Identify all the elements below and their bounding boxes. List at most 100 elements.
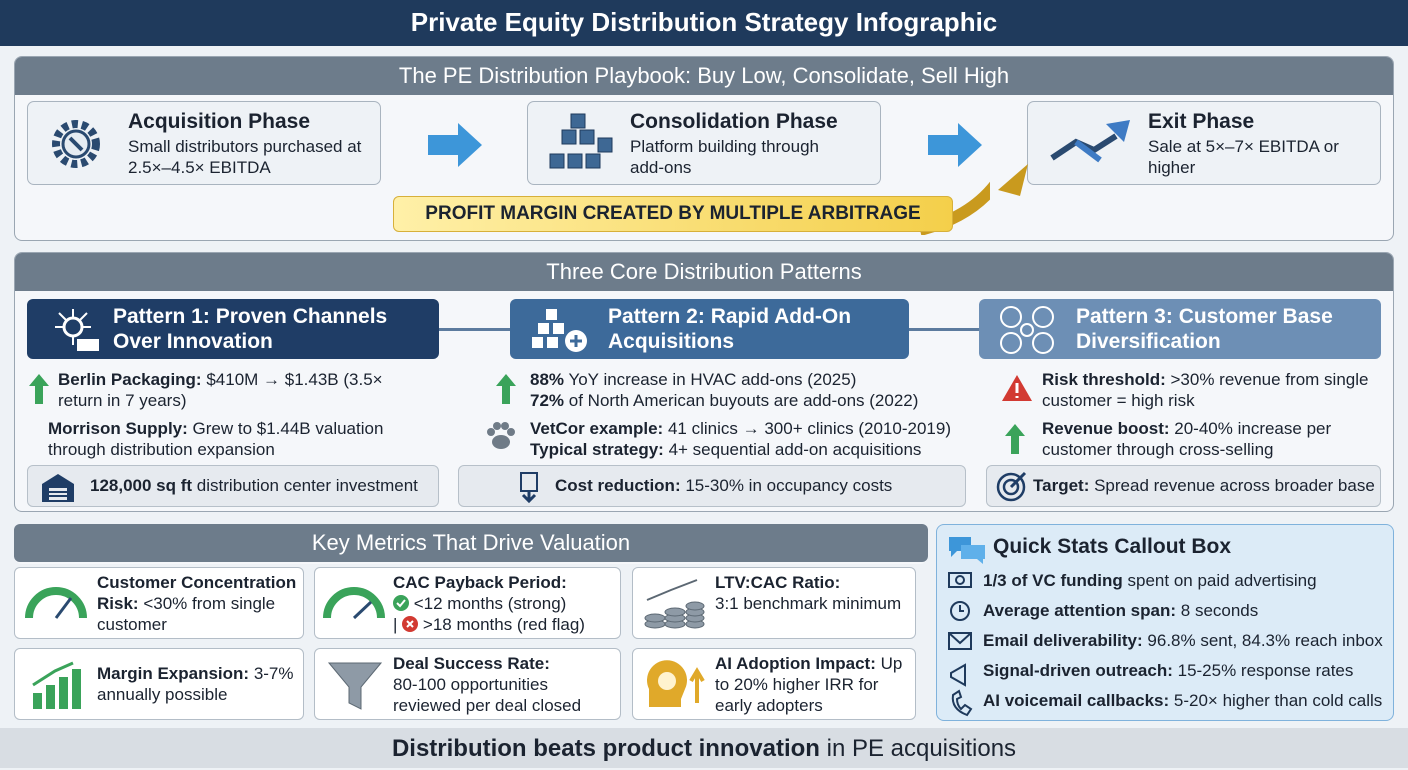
network-icon	[55, 309, 99, 351]
stat-label: AI voicemail callbacks:	[983, 691, 1170, 710]
metric-label: Deal Success Rate:	[393, 654, 550, 673]
metric-card: AI Adoption Impact: Up to 20% higher IRR…	[632, 648, 916, 720]
warehouse-icon	[42, 474, 74, 502]
point-text: YoY increase in HVAC add-ons (2025)	[568, 370, 857, 389]
metric-separator: |	[393, 615, 398, 634]
metric-text: 80-100 opportunities reviewed per deal c…	[393, 675, 582, 715]
pattern-point: VetCor example: 41 clinics → 300+ clinic…	[530, 418, 960, 439]
pattern-title: Pattern 1: Proven Channels Over Innovati…	[113, 305, 388, 353]
pattern-point: Revenue boost: 20-40% increase per custo…	[1042, 418, 1362, 460]
point-label: Morrison Supply:	[48, 419, 188, 438]
curve-arrow-head	[998, 164, 1028, 196]
paw-icon	[487, 422, 515, 449]
point-text: Grew to $1.44B valuation through distrib…	[48, 419, 384, 459]
metric-good: <12 months (strong)	[413, 594, 567, 613]
footer-text: Spread revenue across broader base	[1094, 476, 1375, 495]
up-arrow-icon	[1005, 424, 1025, 454]
stat-text: 5-20× higher than cold calls	[1173, 691, 1383, 710]
phase-title: Exit Phase	[1148, 110, 1255, 133]
footer-label: Cost reduction:	[555, 476, 681, 495]
quick-stats-title: Quick Stats Callout Box	[993, 535, 1232, 558]
point-text: of North American buyouts are add-ons (2…	[568, 391, 919, 410]
pattern-title: Pattern 3: Customer Base Diversification	[1076, 305, 1333, 353]
stat-item: Average attention span: 8 seconds	[983, 600, 1258, 622]
metric-card: Deal Success Rate: 80-100 opportunities r…	[314, 648, 621, 720]
handshake-icon	[1050, 120, 1130, 163]
pattern-title: Pattern 2: Rapid Add-On Acquisitions	[608, 305, 852, 353]
metric-card: Margin Expansion: 3-7% annually possible	[14, 648, 304, 720]
phase-title: Acquisition Phase	[128, 110, 311, 133]
patterns-title: Three Core Distribution Patterns	[15, 253, 1393, 291]
stat-item: Signal-driven outreach: 15-25% response …	[983, 660, 1353, 682]
add-on-icon	[532, 309, 587, 352]
gear-icon	[52, 120, 100, 168]
metrics-band-wrap: Key Metrics That Drive Valuation	[14, 524, 928, 564]
pattern-footer: Target: Spread revenue across broader ba…	[986, 465, 1381, 507]
point-text: >30% revenue from single customer = high…	[1042, 370, 1369, 410]
metric-text: 3:1 benchmark minimum	[715, 594, 902, 613]
header: Private Equity Distribution Strategy Inf…	[0, 0, 1408, 46]
phase-text: Small distributors purchased at 2.5×–4.5…	[128, 137, 362, 177]
gauge-icon	[323, 587, 385, 620]
stat-item: AI voicemail callbacks: 5-20× higher tha…	[983, 690, 1382, 712]
footer: Distribution beats product innovation in…	[0, 728, 1408, 768]
metric-card: Customer Concentration Risk: <30% from s…	[14, 567, 304, 639]
pattern-header: Pattern 2: Rapid Add-On Acquisitions	[510, 299, 909, 359]
point-text: 41 clinics → 300+ clinics (2010-2019)	[667, 419, 951, 438]
metric-text: 3-7% annually possible	[97, 664, 294, 704]
metric-card: LTV:CAC Ratio: 3:1 benchmark minimum	[632, 567, 916, 639]
phase-title: Consolidation Phase	[630, 110, 838, 133]
phase-text: Sale at 5×–7× EBITDA or higher	[1148, 137, 1339, 177]
footer-text: 15-30% in occupancy costs	[685, 476, 893, 495]
bar-growth-icon	[32, 661, 81, 709]
metric-label: LTV:CAC Ratio:	[715, 573, 841, 592]
up-arrow-icon	[29, 374, 49, 404]
point-label: 72%	[530, 391, 565, 410]
stat-label: Email deliverability:	[983, 631, 1143, 650]
cross-icon	[402, 616, 419, 632]
pattern-header: Pattern 1: Proven Channels Over Innovati…	[27, 299, 439, 359]
metrics-title: Key Metrics That Drive Valuation	[14, 524, 928, 562]
pattern-point: 88% YoY increase in HVAC add-ons (2025)	[530, 369, 960, 390]
point-label: Berlin Packaging:	[58, 370, 202, 389]
header-title: Private Equity Distribution Strategy Inf…	[410, 7, 998, 37]
point-label: Revenue boost:	[1042, 419, 1170, 438]
stat-text: 8 seconds	[1180, 601, 1259, 620]
stat-text: 96.8% sent, 84.3% reach inbox	[1147, 631, 1383, 650]
warning-icon	[1002, 375, 1032, 401]
metric-label: CAC Payback Period:	[393, 573, 567, 592]
chat-icon	[949, 537, 985, 564]
stat-label: 1/3 of VC funding	[983, 571, 1123, 590]
phase-text: Platform building through add-ons	[630, 137, 820, 177]
pattern-point: Typical strategy: 4+ sequential add-on a…	[530, 439, 960, 460]
footer-label: 128,000 sq ft	[90, 476, 193, 495]
pattern-point: Risk threshold: >30% revenue from single…	[1042, 369, 1382, 411]
customers-icon	[1000, 306, 1054, 354]
quick-stats-box: Quick Stats Callout Box 1/3 of VC fundin…	[936, 524, 1394, 721]
point-label: Risk threshold:	[1042, 370, 1166, 389]
footer-bold: Distribution beats product innovation	[391, 735, 820, 762]
point-label: Typical strategy:	[530, 440, 664, 459]
stat-label: Signal-driven outreach:	[983, 661, 1173, 680]
footer-text: distribution center investment	[196, 476, 418, 495]
playbook-title: The PE Distribution Playbook: Buy Low, C…	[15, 57, 1393, 95]
pattern-point: Berlin Packaging: $410M → $1.43B (3.5× r…	[58, 369, 428, 411]
point-text: 20-40% increase per customer through cro…	[1042, 419, 1332, 459]
footer-text: in PE acquisitions	[826, 735, 1017, 762]
coins-icon	[644, 579, 705, 629]
cost-down-icon	[520, 472, 538, 503]
phase-card: Exit Phase Sale at 5×–7× EBITDA or highe…	[1027, 101, 1381, 185]
metric-label: Customer Concentration Risk:	[97, 573, 297, 613]
target-icon	[996, 471, 1027, 502]
phase-card: Consolidation Phase Platform building th…	[527, 101, 881, 185]
stat-text: 15-25% response rates	[1177, 661, 1354, 680]
metric-bad: >18 months (red flag)	[422, 615, 585, 634]
metric-label: AI Adoption Impact:	[715, 654, 876, 673]
point-text: 4+ sequential add-on acquisitions	[668, 440, 922, 459]
up-arrow-icon	[496, 374, 516, 404]
pattern-header: Pattern 3: Customer Base Diversification	[979, 299, 1381, 359]
pattern-footer: 128,000 sq ft distribution center invest…	[27, 465, 439, 507]
point-label: VetCor example:	[530, 419, 664, 438]
stat-item: Email deliverability: 96.8% sent, 84.3% …	[983, 630, 1383, 652]
stat-label: Average attention span:	[983, 601, 1177, 620]
